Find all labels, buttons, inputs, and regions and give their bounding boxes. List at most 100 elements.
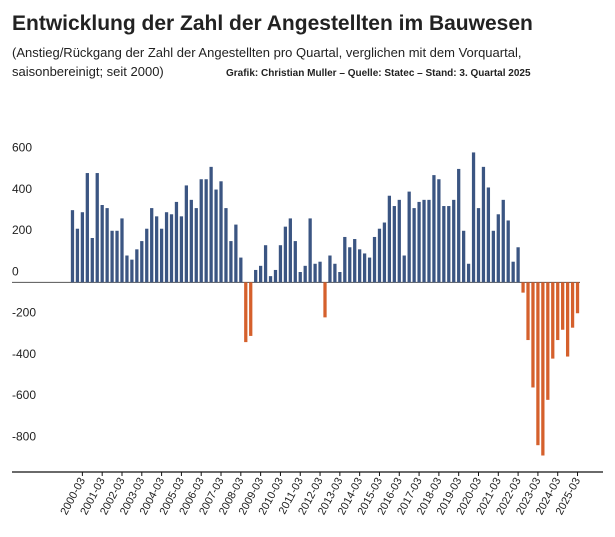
bar <box>293 241 297 283</box>
bar <box>402 255 406 283</box>
y-tick-label: -200 <box>12 306 36 320</box>
bar <box>565 282 570 357</box>
bar <box>452 199 456 283</box>
bar <box>546 282 550 400</box>
bar <box>526 282 530 341</box>
bar <box>85 173 89 283</box>
bar <box>313 263 317 283</box>
bar <box>174 201 179 283</box>
bar <box>521 282 525 293</box>
subtitle: saisonbereinigt; seit 2000) <box>12 64 164 79</box>
bar <box>209 166 213 283</box>
bar <box>422 199 426 283</box>
chart-title: Entwicklung der Zahl der Angestellten im… <box>12 12 533 35</box>
bar <box>561 282 565 330</box>
bar <box>258 265 263 283</box>
bar <box>516 247 520 283</box>
bar <box>348 247 352 283</box>
bar <box>164 212 169 283</box>
bar <box>130 259 134 283</box>
bar <box>417 201 421 283</box>
bar <box>184 185 188 283</box>
bar <box>75 228 80 283</box>
bar <box>437 179 441 283</box>
bar <box>219 181 223 283</box>
y-tick-label: 0 <box>12 264 19 278</box>
bar <box>278 245 283 283</box>
bar <box>125 255 129 283</box>
bar <box>318 261 322 283</box>
bar <box>140 241 144 283</box>
bar <box>343 236 347 283</box>
bar <box>397 199 401 283</box>
bar <box>239 257 243 283</box>
y-tick-label: -800 <box>12 429 36 443</box>
bar <box>362 253 367 283</box>
bar <box>303 265 307 283</box>
bar <box>536 282 540 446</box>
bar <box>447 206 451 283</box>
bar <box>179 216 184 283</box>
bar <box>367 257 372 283</box>
bar <box>387 195 392 283</box>
bar <box>150 208 154 283</box>
y-tick-label: 200 <box>12 223 32 237</box>
bar <box>155 216 159 283</box>
bar <box>244 282 248 343</box>
bar <box>382 222 387 283</box>
bar <box>214 189 218 283</box>
bar <box>481 166 486 283</box>
bar <box>377 228 382 283</box>
bar <box>432 175 436 283</box>
bar <box>338 272 342 283</box>
y-tick-label: -600 <box>12 388 36 402</box>
bar <box>80 212 85 283</box>
bar <box>234 224 238 283</box>
bar <box>254 269 258 283</box>
bar <box>457 168 461 283</box>
bar <box>115 230 119 283</box>
bar <box>95 173 99 283</box>
bar <box>249 282 253 336</box>
bar <box>427 199 431 283</box>
bar <box>298 272 302 283</box>
bar <box>353 239 357 283</box>
bar <box>189 199 193 283</box>
bar <box>110 230 114 283</box>
bar <box>501 199 505 283</box>
y-tick-label: 400 <box>12 182 32 196</box>
bar <box>551 282 555 359</box>
bar <box>442 206 446 283</box>
bar <box>541 282 545 456</box>
bar <box>531 282 535 388</box>
bar <box>120 218 124 283</box>
bar <box>169 214 174 283</box>
bar <box>506 220 510 283</box>
bar <box>556 282 560 341</box>
y-tick-label: -400 <box>12 347 36 361</box>
bar <box>462 230 466 283</box>
bar <box>100 205 104 283</box>
bar <box>471 152 476 283</box>
bar <box>105 208 109 283</box>
bar <box>135 249 139 283</box>
bar <box>224 208 228 283</box>
bar <box>288 218 292 283</box>
bar <box>372 236 377 283</box>
bar <box>511 261 515 283</box>
bar <box>491 230 495 283</box>
bar <box>273 269 278 283</box>
bar <box>199 179 203 283</box>
bar <box>412 208 416 283</box>
bar <box>570 282 575 328</box>
y-tick-label: 600 <box>12 141 32 155</box>
bar <box>323 282 327 318</box>
source: Grafik: Christian Muller – Quelle: State… <box>226 68 531 79</box>
bar <box>70 210 75 283</box>
subtitle: (Anstieg/Rückgang der Zahl der Angestell… <box>12 45 521 60</box>
bar <box>145 228 149 283</box>
bar <box>263 245 268 283</box>
bar <box>486 187 491 283</box>
bar <box>308 218 312 283</box>
